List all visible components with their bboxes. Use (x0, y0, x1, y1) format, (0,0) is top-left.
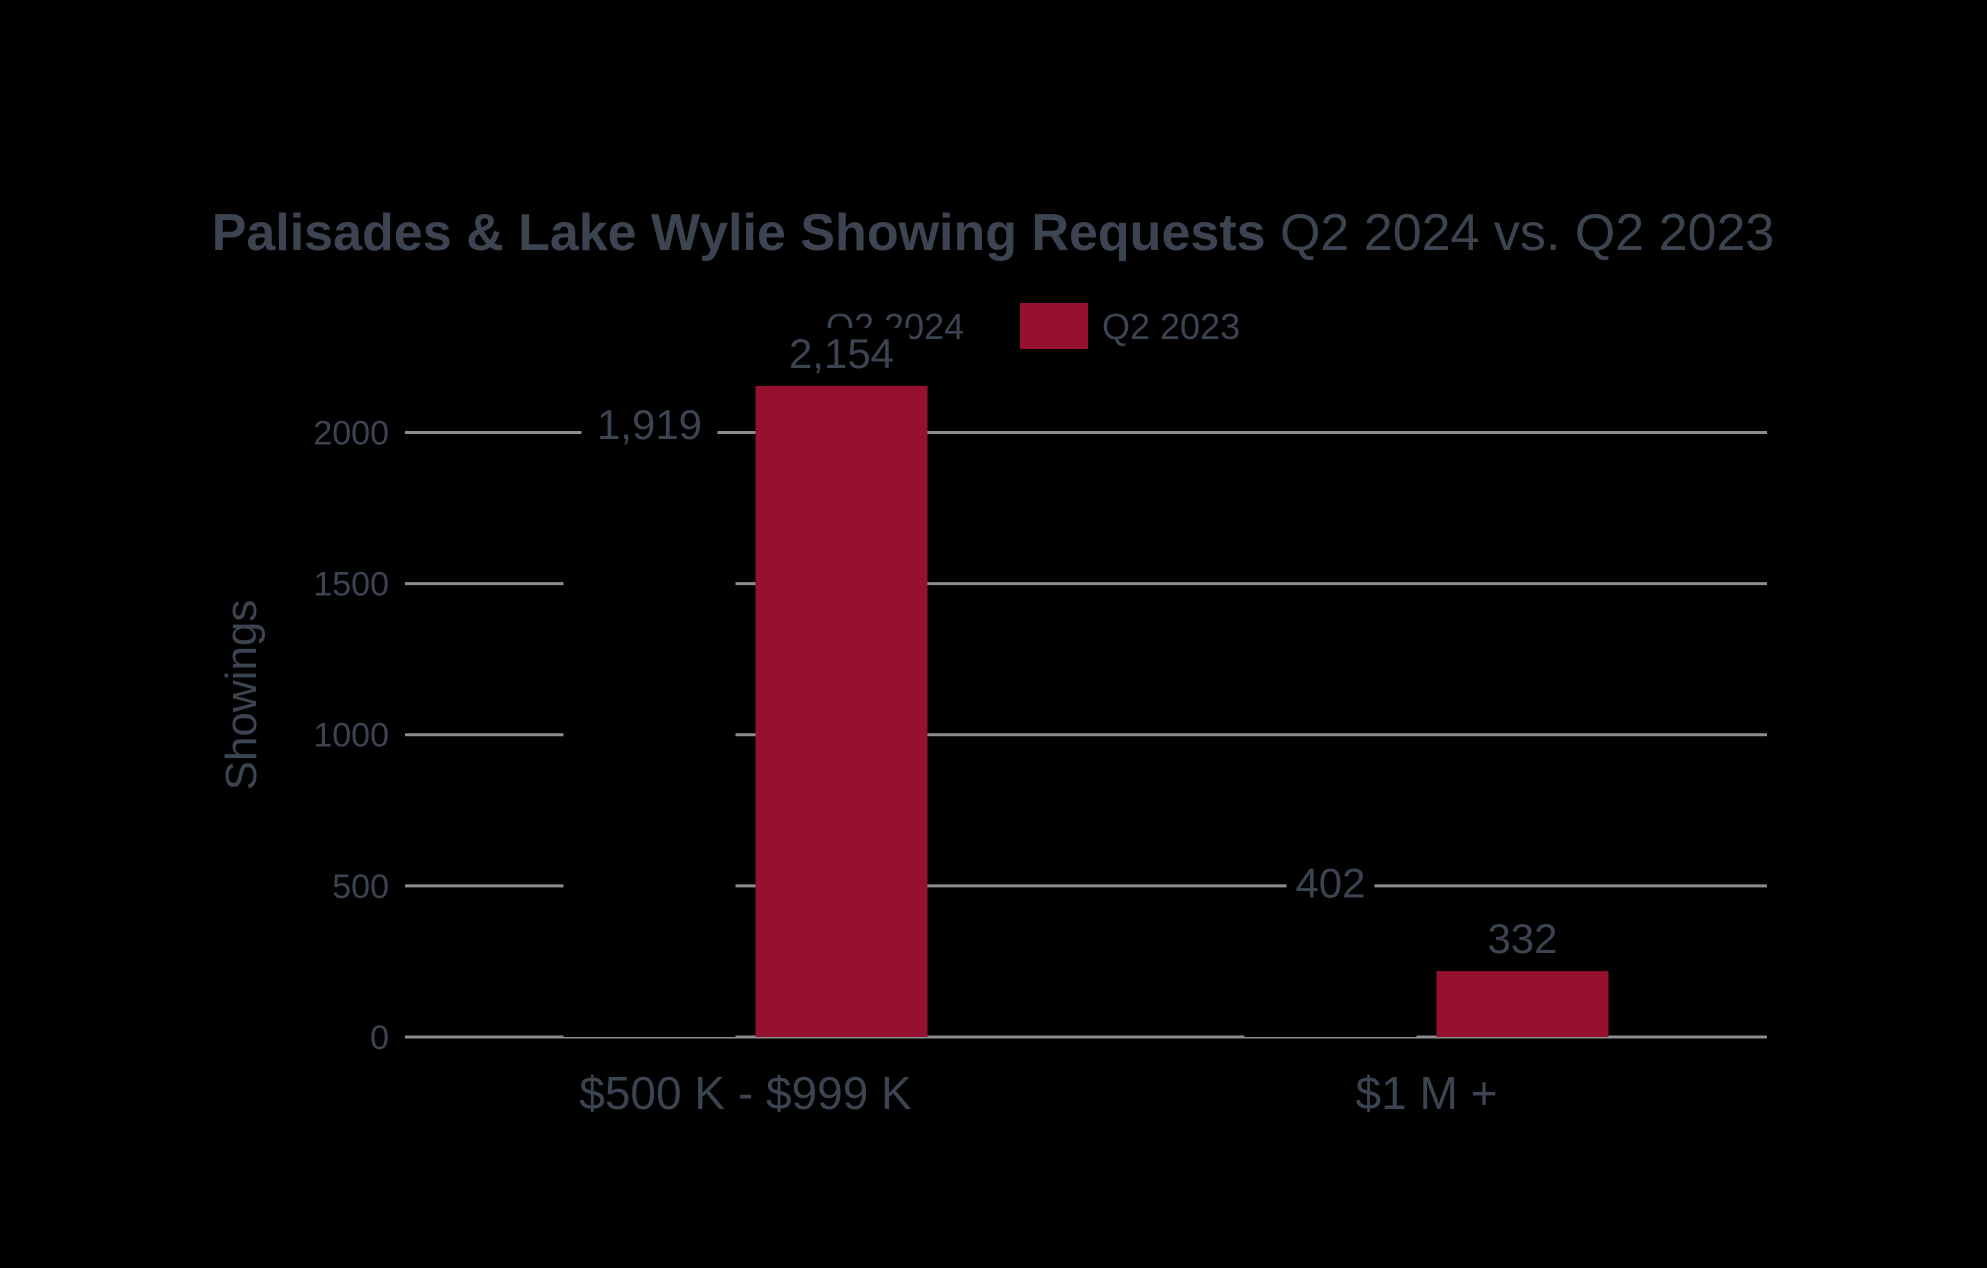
y-axis-label: Showings (217, 600, 266, 791)
y-tick-label: 2000 (313, 414, 389, 452)
y-tick-label: 500 (332, 868, 389, 906)
bars (563, 385, 1609, 1038)
y-tick-label: 0 (370, 1019, 389, 1057)
x-axis-categories: $500 K - $999 K $1 M + (579, 1067, 1497, 1119)
bar (1244, 915, 1417, 1037)
data-label-bg (1286, 857, 1375, 906)
data-label-bg (581, 398, 718, 447)
chart-legend: Q2 2024 Q2 2023 (744, 303, 1240, 349)
data-label: 332 (1487, 915, 1557, 962)
legend-swatch (1020, 303, 1088, 349)
y-axis-ticks: 0 500 1000 1500 2000 (313, 414, 389, 1057)
data-label-bg (773, 327, 910, 376)
chart-title-regular: Q2 2024 vs. Q2 2023 (1266, 204, 1775, 262)
data-label: 1,919 (597, 401, 702, 448)
y-tick-label: 1500 (313, 566, 389, 604)
bar (1436, 971, 1609, 1037)
data-label: 402 (1295, 859, 1365, 906)
chart-title: Palisades & Lake Wylie Showing Requests … (212, 204, 1775, 262)
y-tick-label: 1000 (313, 717, 389, 755)
data-label-bg (1478, 913, 1567, 962)
x-category-label: $1 M + (1356, 1067, 1498, 1119)
bar (755, 385, 928, 1037)
legend-label: Q2 2023 (1102, 306, 1240, 347)
chart-title-bold: Palisades & Lake Wylie Showing Requests (212, 204, 1266, 262)
data-labels: 1,919 2,154 402 332 (581, 327, 1567, 962)
x-category-label: $500 K - $999 K (579, 1067, 912, 1119)
data-label: 2,154 (789, 330, 894, 377)
bar (563, 456, 736, 1038)
